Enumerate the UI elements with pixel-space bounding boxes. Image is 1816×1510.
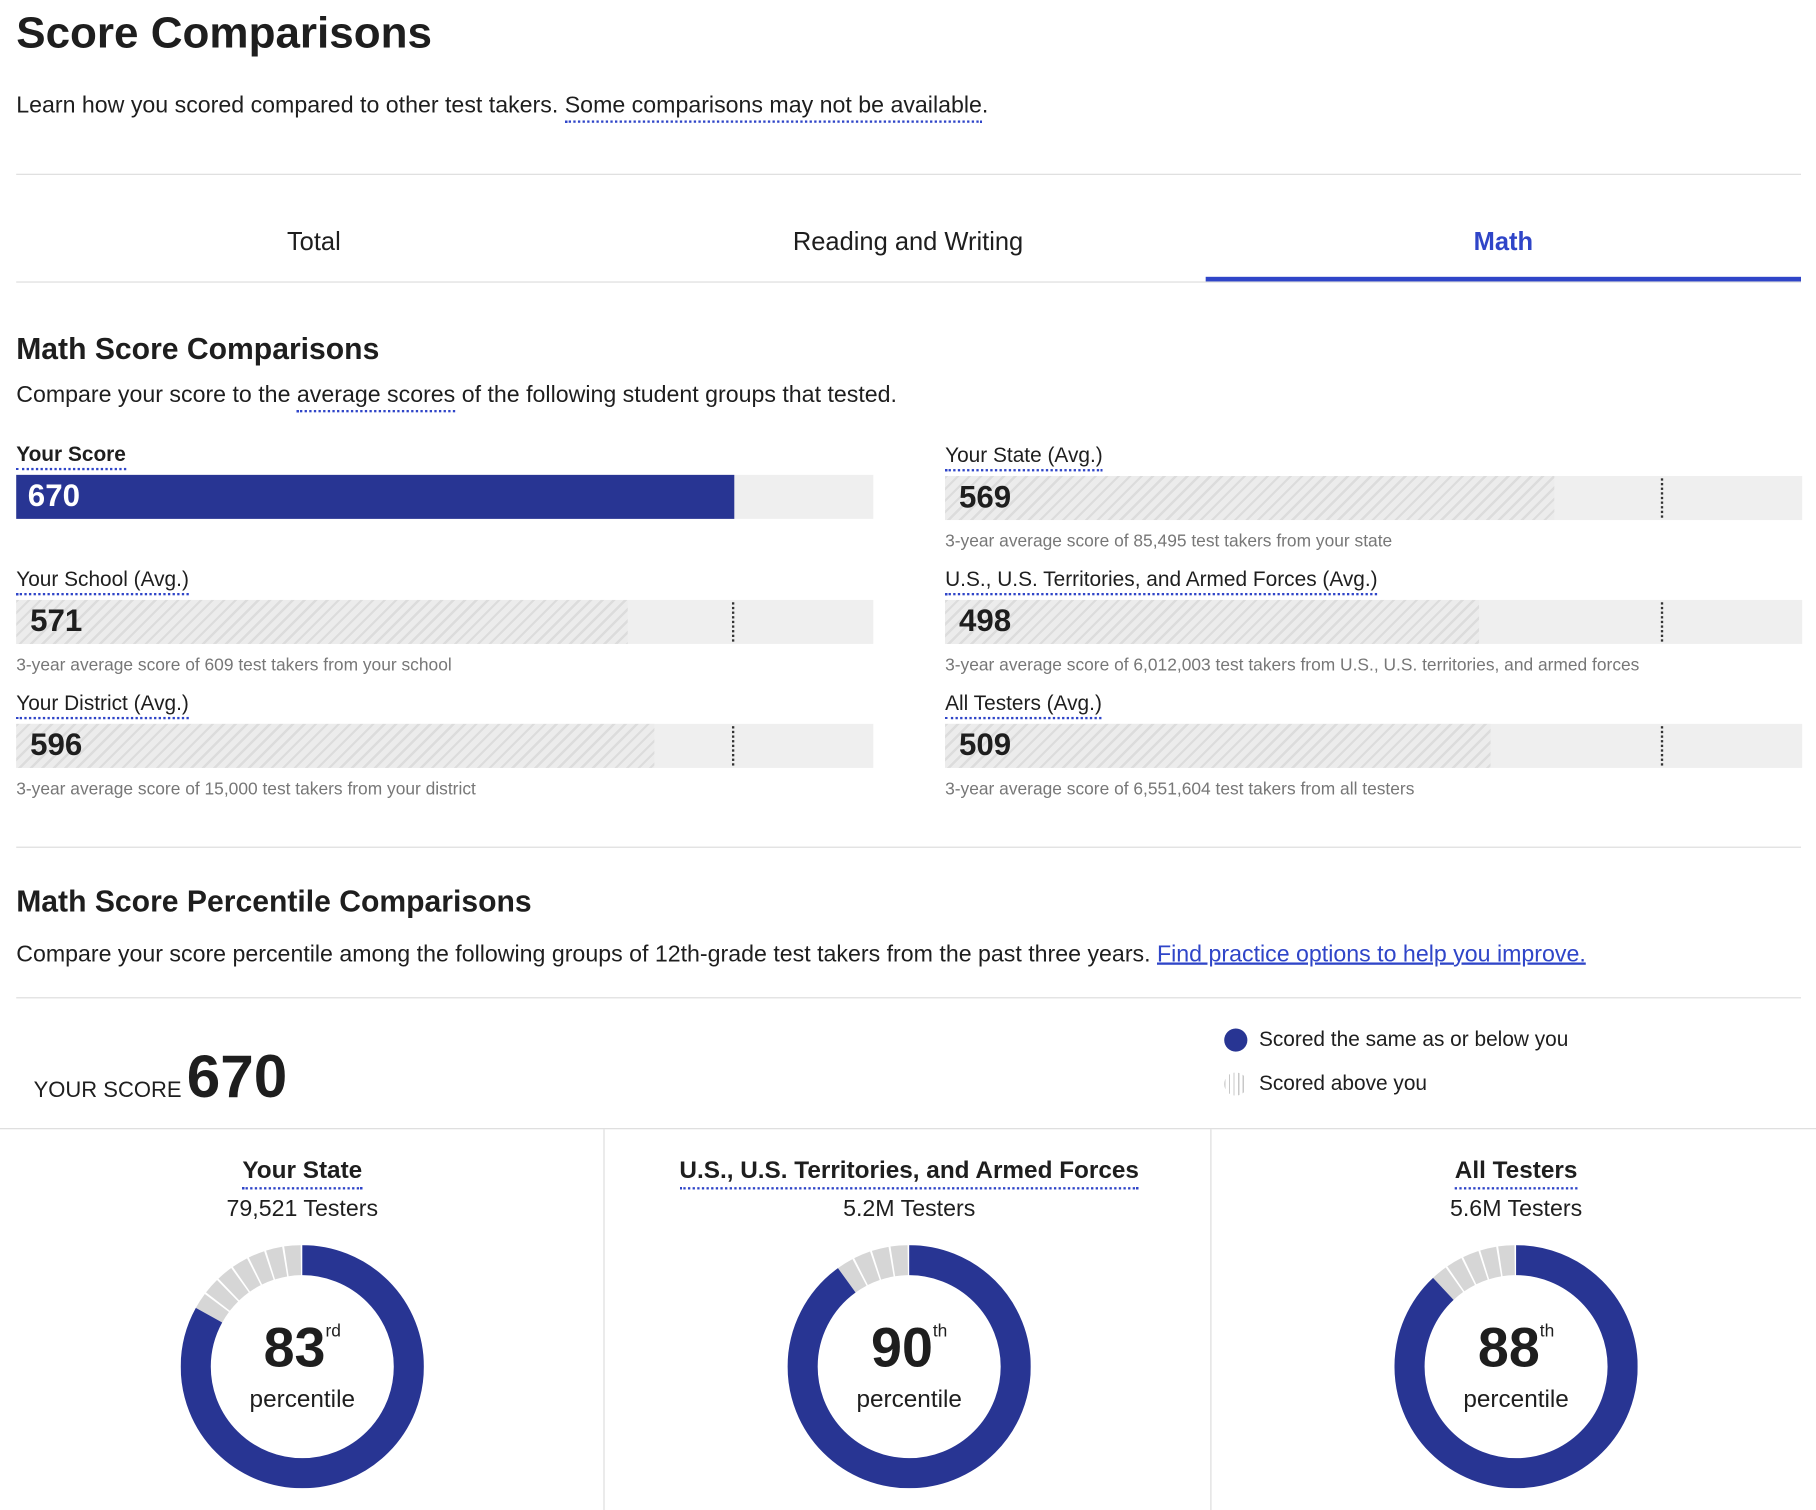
active-tab-indicator bbox=[1205, 276, 1802, 282]
group-bar-fill bbox=[945, 599, 1479, 644]
your-score-label[interactable]: Your Score bbox=[16, 442, 126, 471]
percentile-donut bbox=[180, 1245, 424, 1489]
group-bar-fill bbox=[16, 723, 655, 768]
group-bar-us: 498 bbox=[945, 599, 1803, 644]
percentile-value: 83rd bbox=[263, 1318, 341, 1380]
tab-total[interactable]: Total bbox=[286, 227, 341, 256]
your-score-marker bbox=[1660, 726, 1663, 766]
your-score-marker bbox=[1660, 602, 1663, 642]
percentile-donut bbox=[787, 1245, 1031, 1489]
group-note: 3-year average score of 609 test takers … bbox=[16, 655, 452, 676]
striped-circle-icon bbox=[1224, 1072, 1248, 1096]
group-bar-state: 569 bbox=[945, 476, 1803, 521]
column-divider bbox=[1210, 1129, 1212, 1510]
group-value: 509 bbox=[958, 727, 1012, 763]
group-bar-fill bbox=[16, 599, 628, 644]
testers-count: 5.6M Testers bbox=[1449, 1196, 1583, 1222]
group-label-school[interactable]: Your School (Avg.) bbox=[16, 567, 189, 596]
group-value: 596 bbox=[30, 727, 83, 763]
percentile-group-title[interactable]: Your State bbox=[242, 1157, 363, 1190]
group-note: 3-year average score of 15,000 test take… bbox=[16, 779, 476, 800]
legend-item-above: Scored above you bbox=[1224, 1071, 1427, 1096]
group-bar-district: 596 bbox=[16, 723, 874, 768]
page-title: Score Comparisons bbox=[16, 9, 433, 58]
divider bbox=[0, 1128, 1816, 1130]
tab-reading-writing[interactable]: Reading and Writing bbox=[792, 227, 1024, 256]
availability-tooltip-link[interactable]: Some comparisons may not be available bbox=[564, 92, 982, 123]
percentile-card: All Testers 5.6M Testers 88th percentile bbox=[1214, 1129, 1816, 1510]
your-score-marker bbox=[731, 602, 735, 642]
divider bbox=[16, 846, 1802, 848]
group-bar-fill bbox=[945, 723, 1491, 768]
your-score-summary: YOUR SCORE 670 bbox=[34, 1042, 288, 1111]
tab-divider bbox=[16, 281, 1802, 283]
your-score-bar: 670 bbox=[16, 474, 874, 519]
percentile-value: 88th bbox=[1477, 1318, 1555, 1380]
group-label-us[interactable]: U.S., U.S. Territories, and Armed Forces… bbox=[945, 567, 1378, 596]
percentile-label: percentile bbox=[1463, 1386, 1569, 1414]
comparisons-subtitle: Compare your score to the average scores… bbox=[16, 382, 897, 413]
your-score-value: 670 bbox=[27, 478, 80, 514]
group-value: 569 bbox=[958, 479, 1012, 515]
percentile-title: Math Score Percentile Comparisons bbox=[16, 883, 532, 919]
average-scores-tooltip-link[interactable]: average scores bbox=[296, 382, 456, 413]
testers-count: 79,521 Testers bbox=[226, 1196, 379, 1222]
comparisons-title: Math Score Comparisons bbox=[16, 331, 380, 366]
column-divider bbox=[603, 1129, 605, 1510]
group-bar-fill bbox=[945, 476, 1555, 521]
percentile-label: percentile bbox=[856, 1386, 962, 1414]
below-arc bbox=[180, 1245, 424, 1489]
group-label-district[interactable]: Your District (Avg.) bbox=[16, 691, 189, 720]
percentile-donut bbox=[1394, 1245, 1638, 1489]
your-score-fill bbox=[16, 474, 735, 519]
percentile-card: Your State 79,521 Testers 83rd percentil… bbox=[0, 1129, 605, 1510]
percentile-value: 90th bbox=[871, 1318, 948, 1380]
percentile-card: U.S., U.S. Territories, and Armed Forces… bbox=[607, 1129, 1212, 1510]
your-score-marker bbox=[1660, 478, 1663, 518]
your-score-big: 670 bbox=[186, 1043, 288, 1111]
percentile-subtitle: Compare your score percentile among the … bbox=[16, 941, 1586, 968]
testers-count: 5.2M Testers bbox=[843, 1196, 976, 1222]
tab-math[interactable]: Math bbox=[1473, 227, 1534, 256]
group-value: 498 bbox=[958, 603, 1012, 639]
divider bbox=[16, 997, 1802, 999]
group-label-state[interactable]: Your State (Avg.) bbox=[945, 443, 1103, 472]
below-arc bbox=[1394, 1245, 1638, 1489]
group-note: 3-year average score of 6,012,003 test t… bbox=[945, 655, 1640, 676]
group-label-all-testers[interactable]: All Testers (Avg.) bbox=[945, 691, 1102, 720]
percentile-group-title[interactable]: All Testers bbox=[1454, 1157, 1578, 1190]
group-value: 571 bbox=[30, 603, 83, 639]
practice-options-link[interactable]: Find practice options to help you improv… bbox=[1157, 941, 1586, 968]
group-note: 3-year average score of 85,495 test take… bbox=[945, 531, 1393, 552]
group-bar-all-testers: 509 bbox=[945, 723, 1803, 768]
intro-text: Learn how you scored compared to other t… bbox=[16, 92, 988, 123]
group-bar-school: 571 bbox=[16, 599, 874, 644]
your-score-marker bbox=[731, 726, 735, 766]
divider bbox=[16, 173, 1802, 175]
solid-circle-icon bbox=[1224, 1028, 1248, 1052]
group-note: 3-year average score of 6,551,604 test t… bbox=[945, 779, 1415, 800]
percentile-label: percentile bbox=[249, 1386, 356, 1414]
percentile-group-title[interactable]: U.S., U.S. Territories, and Armed Forces bbox=[679, 1157, 1139, 1190]
your-score-caption: YOUR SCORE bbox=[33, 1078, 182, 1103]
below-arc bbox=[787, 1245, 1031, 1489]
legend-item-below: Scored the same as or below you bbox=[1224, 1027, 1568, 1052]
